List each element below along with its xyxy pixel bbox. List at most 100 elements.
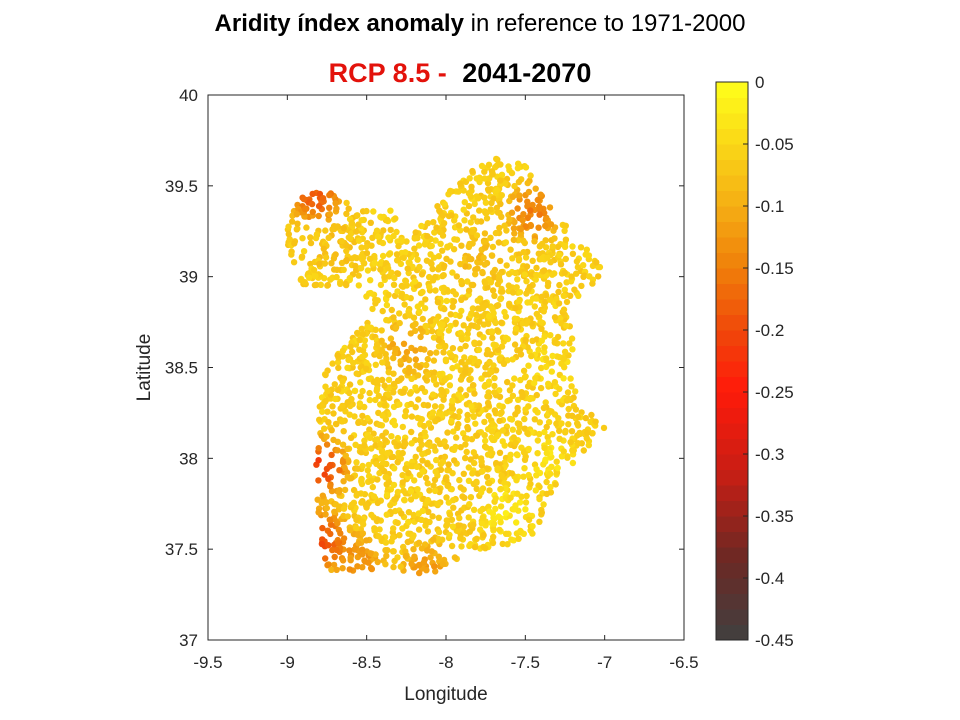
data-point: [460, 322, 467, 329]
data-point: [372, 326, 379, 333]
data-point: [497, 503, 505, 510]
data-point: [586, 273, 593, 280]
data-point: [398, 293, 405, 300]
data-point: [372, 296, 379, 303]
data-point: [573, 270, 580, 277]
data-point: [483, 473, 491, 481]
data-point: [573, 258, 581, 265]
data-point: [359, 462, 366, 470]
data-point: [297, 276, 304, 283]
data-point: [435, 553, 442, 560]
data-point: [374, 436, 381, 443]
data-point: [399, 283, 407, 290]
data-point: [498, 171, 506, 178]
data-point: [307, 234, 314, 241]
data-point: [323, 433, 330, 440]
data-point: [419, 457, 426, 464]
data-point: [508, 470, 516, 477]
data-point: [540, 461, 547, 468]
data-point: [492, 229, 500, 237]
data-point: [370, 430, 377, 437]
data-point: [339, 347, 347, 355]
data-point: [420, 422, 428, 430]
data-point: [482, 364, 489, 371]
data-point: [485, 161, 493, 168]
data-point: [474, 265, 481, 272]
data-point: [315, 509, 322, 516]
data-point: [543, 355, 550, 362]
data-point: [359, 331, 367, 338]
data-point: [439, 247, 446, 254]
data-point: [510, 434, 517, 441]
data-point: [395, 442, 402, 449]
colorbar-segment: [716, 531, 748, 548]
data-point: [489, 510, 497, 517]
data-point: [445, 499, 452, 506]
data-point: [383, 301, 391, 309]
data-point: [321, 471, 328, 478]
data-point: [399, 449, 406, 457]
data-point: [533, 466, 540, 473]
data-point: [415, 561, 423, 569]
data-point: [433, 224, 440, 231]
data-point: [384, 360, 391, 367]
data-point: [481, 168, 488, 175]
data-point: [316, 260, 323, 268]
data-point: [538, 337, 545, 344]
data-point: [502, 510, 510, 517]
data-point: [322, 254, 330, 261]
data-point: [466, 528, 473, 535]
data-point: [427, 259, 434, 266]
data-point: [379, 347, 386, 355]
data-point: [315, 202, 323, 210]
data-point: [380, 395, 388, 402]
data-point: [429, 409, 437, 416]
data-point: [490, 533, 497, 541]
data-point: [488, 199, 495, 207]
data-point: [468, 403, 475, 410]
data-point: [538, 325, 545, 332]
data-point: [442, 356, 450, 363]
colorbar-segment: [716, 144, 748, 160]
data-point: [416, 364, 424, 371]
data-point: [315, 212, 322, 220]
data-point: [457, 260, 464, 268]
data-point: [342, 452, 349, 459]
data-point: [474, 305, 482, 312]
data-point: [346, 411, 353, 418]
data-point: [321, 260, 329, 267]
data-point: [412, 453, 419, 461]
data-point: [333, 223, 340, 231]
data-point: [534, 196, 541, 204]
colorbar-segment: [716, 113, 748, 129]
data-point: [458, 334, 465, 341]
data-point: [335, 364, 342, 372]
colorbar-segment: [716, 206, 748, 222]
data-point: [391, 274, 398, 282]
data-point: [464, 411, 471, 419]
data-point: [348, 501, 356, 508]
data-point: [364, 414, 371, 422]
data-point: [346, 547, 353, 554]
chart-title: Aridity índex anomaly in reference to 19…: [0, 10, 960, 38]
data-point: [468, 322, 475, 329]
data-point: [476, 207, 483, 214]
data-point: [468, 310, 475, 317]
data-point: [328, 260, 335, 267]
data-point: [473, 175, 480, 182]
data-point: [368, 477, 375, 484]
y-tick-label: 37.5: [165, 540, 198, 559]
data-point: [333, 546, 340, 554]
data-point: [484, 393, 491, 400]
data-point: [479, 468, 486, 475]
data-point: [481, 194, 488, 201]
data-point: [347, 475, 355, 482]
data-point: [343, 256, 350, 264]
data-point: [374, 499, 381, 507]
data-point: [418, 222, 425, 230]
data-point: [313, 281, 320, 288]
data-point: [404, 265, 411, 272]
data-point: [426, 283, 433, 291]
data-point: [473, 535, 480, 542]
data-point: [384, 264, 392, 272]
